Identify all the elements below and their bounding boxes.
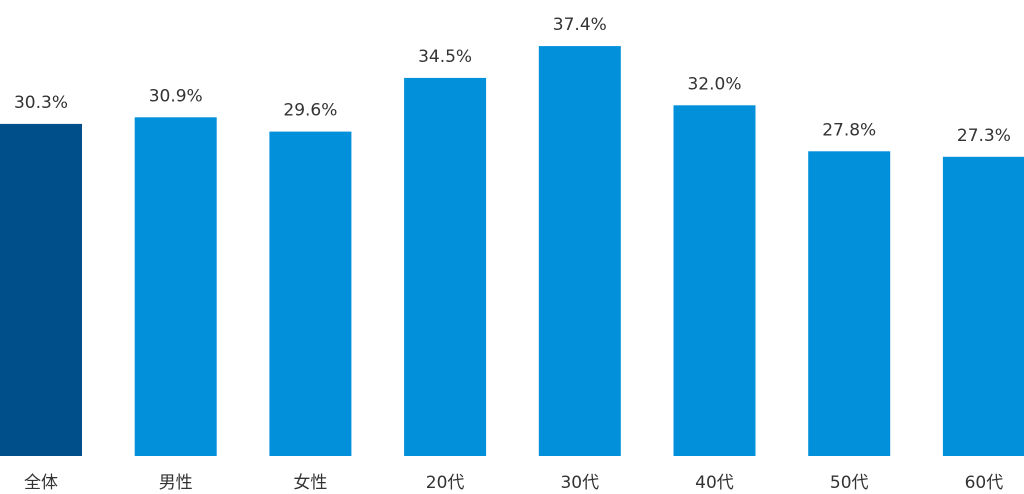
category-label-1: 男性 bbox=[159, 473, 193, 493]
bar-0 bbox=[0, 123, 82, 457]
bars-group bbox=[0, 46, 1024, 457]
category-label-5: 40代 bbox=[695, 473, 734, 493]
category-label-0: 全体 bbox=[24, 473, 58, 493]
value-labels-group: 30.3% 30.9% 29.6% 34.5% 37.4% 32.0% 27.8% 27.3% bbox=[14, 15, 1011, 146]
category-labels-group: 全体 男性 女性 20代 30代 40代 50代 60代 bbox=[24, 473, 1003, 493]
bar-2 bbox=[269, 131, 352, 456]
value-label-0: 30.3% bbox=[14, 93, 68, 113]
category-label-6: 50代 bbox=[830, 473, 869, 493]
value-label-5: 32.0% bbox=[687, 74, 741, 94]
value-label-1: 30.9% bbox=[149, 86, 203, 106]
bar-4 bbox=[538, 46, 621, 456]
category-label-4: 30代 bbox=[560, 473, 599, 493]
category-label-7: 60代 bbox=[965, 473, 1004, 493]
value-label-6: 27.8% bbox=[822, 120, 876, 140]
bar-6 bbox=[808, 151, 891, 457]
value-label-3: 34.5% bbox=[418, 47, 472, 67]
value-label-7: 27.3% bbox=[957, 126, 1011, 146]
bar-1 bbox=[134, 117, 217, 457]
value-label-4: 37.4% bbox=[553, 15, 607, 35]
category-label-3: 20代 bbox=[426, 473, 465, 493]
bar-5 bbox=[673, 105, 756, 457]
bar-7 bbox=[942, 156, 1024, 457]
bar-3 bbox=[404, 77, 487, 457]
category-label-2: 女性 bbox=[293, 473, 327, 493]
value-label-2: 29.6% bbox=[283, 101, 337, 121]
